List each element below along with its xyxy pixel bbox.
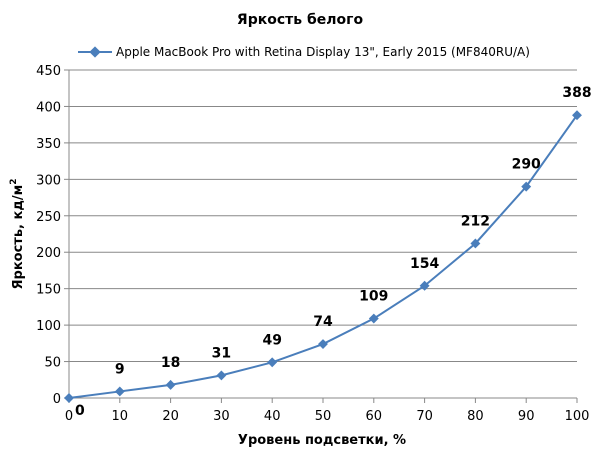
series: 0 9 18 31 49 74 109 154 212 290 388 (64, 85, 592, 419)
data-point (216, 370, 227, 381)
x-tick-label: 10 (112, 409, 129, 424)
y-tick-label: 0 (53, 392, 61, 407)
data-point (368, 313, 379, 324)
data-label: 388 (562, 85, 591, 101)
data-point (419, 280, 430, 291)
data-label: 18 (161, 355, 180, 371)
data-label: 154 (410, 256, 439, 272)
data-point (470, 238, 481, 249)
y-axis-label-main: Яркость, кд/м (11, 185, 26, 290)
data-label: 31 (212, 345, 231, 361)
data-label: 212 (461, 213, 490, 229)
data-label: 49 (262, 332, 281, 348)
x-tick-label: 0 (65, 409, 73, 424)
legend: Apple MacBook Pro with Retina Display 13… (78, 45, 530, 59)
x-tick-label: 90 (518, 409, 535, 424)
data-point (114, 386, 125, 397)
grid (69, 69, 577, 363)
data-label: 109 (359, 289, 388, 305)
y-tick-label: 50 (44, 356, 61, 371)
data-point (572, 110, 582, 121)
x-tick-label: 50 (315, 409, 332, 424)
data-point (521, 181, 532, 192)
x-tick-label: 60 (366, 409, 383, 424)
series-line (68, 114, 578, 399)
x-axis-label: Уровень подсветки, % (238, 433, 406, 448)
x-tick-label: 100 (565, 409, 590, 424)
y-tick-label: 200 (36, 246, 61, 261)
data-point (165, 379, 176, 390)
chart-title: Яркость белого (237, 12, 364, 28)
x-tick-label: 40 (264, 409, 281, 424)
data-label: 0 (75, 403, 85, 419)
y-axis-label: Яркость, кд/м2 (9, 179, 26, 290)
y-tick-label: 250 (36, 210, 61, 225)
y-tick-label: 400 (36, 100, 61, 115)
x-tick-label: 80 (467, 409, 484, 424)
data-point (64, 393, 74, 403)
y-tick-label: 350 (36, 137, 61, 152)
y-tick-label: 100 (36, 319, 61, 334)
x-tick-label: 70 (416, 409, 433, 424)
data-point (318, 339, 328, 350)
legend-label: Apple MacBook Pro with Retina Display 13… (116, 45, 530, 59)
y-tick-label: 450 (36, 64, 61, 79)
data-label: 74 (313, 314, 333, 330)
x-tick-label: 20 (162, 409, 179, 424)
axes: 0 50 100 150 200 250 300 350 400 450 0 10 20 30 40 50 60… (36, 64, 589, 424)
data-point (267, 357, 278, 368)
legend-marker (89, 46, 101, 58)
data-label: 9 (115, 361, 125, 377)
y-axis-label-sup: 2 (9, 179, 19, 185)
data-label: 290 (512, 157, 541, 173)
y-tick-label: 300 (36, 173, 61, 188)
x-tick-label: 30 (213, 409, 230, 424)
y-tick-label: 150 (36, 283, 61, 298)
